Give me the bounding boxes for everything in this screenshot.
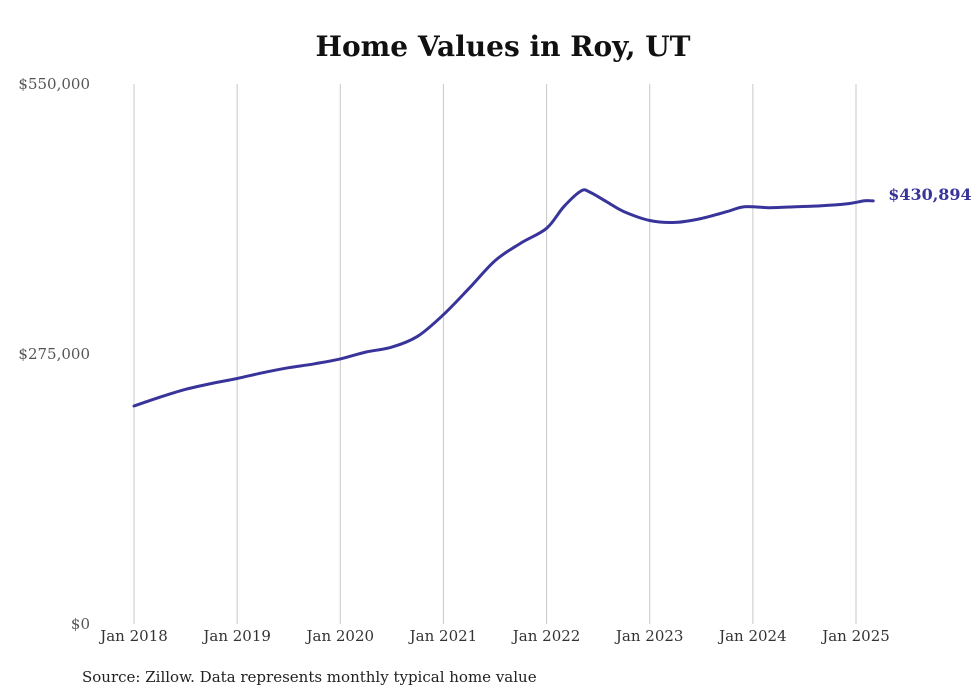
x-tick-label: Jan 2018 — [98, 627, 168, 645]
x-tick-label: Jan 2020 — [305, 627, 375, 645]
x-tick-label: Jan 2019 — [201, 627, 271, 645]
x-tick-label: Jan 2025 — [820, 627, 890, 645]
gridlines — [133, 84, 857, 624]
x-tick-label: Jan 2022 — [511, 627, 581, 645]
source-note: Source: Zillow. Data represents monthly … — [82, 668, 537, 686]
y-axis-ticks: $0 $275,000 $550,000 — [18, 75, 90, 633]
series-layer — [132, 188, 875, 408]
end-value-label: $430,894 — [888, 185, 972, 204]
y-tick-label: $0 — [71, 615, 90, 633]
x-axis-ticks: Jan 2018 Jan 2019 Jan 2020 Jan 2021 Jan 2022… — [98, 627, 890, 645]
x-tick-label: Jan 2021 — [408, 627, 478, 645]
chart-title: Home Values in Roy, UT — [315, 30, 691, 63]
x-tick-label: Jan 2024 — [717, 627, 787, 645]
y-tick-label: $550,000 — [18, 75, 90, 93]
x-tick-label: Jan 2023 — [614, 627, 684, 645]
y-tick-label: $275,000 — [18, 345, 90, 363]
label-layer: $430,894 — [888, 185, 972, 204]
series-line — [132, 188, 875, 408]
